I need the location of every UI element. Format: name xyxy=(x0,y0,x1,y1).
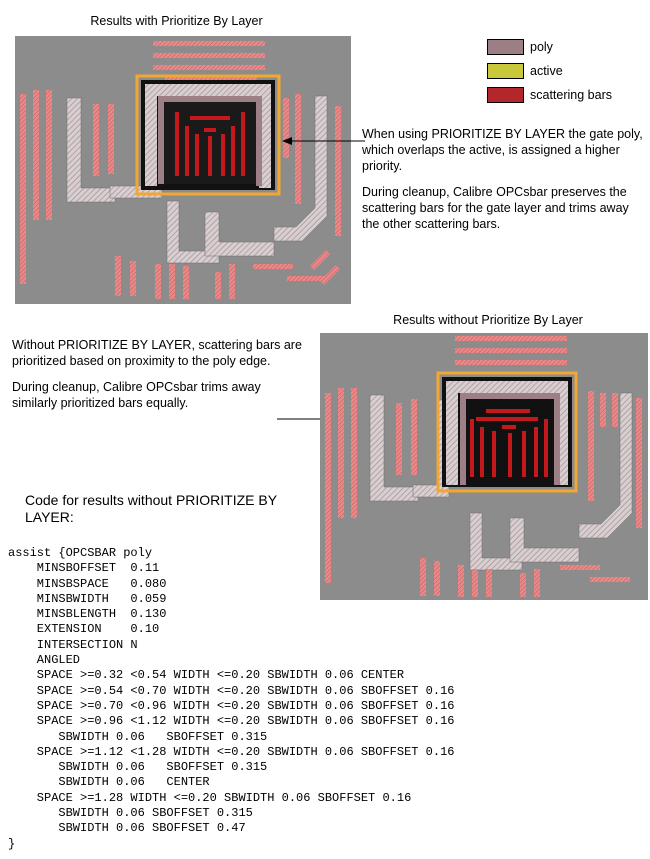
layout-image-without-prioritize xyxy=(320,333,648,600)
note-with-prioritize: When using PRIORITIZE BY LAYER the gate … xyxy=(362,126,647,232)
note-with-p1: When using PRIORITIZE BY LAYER the gate … xyxy=(362,127,643,173)
top-caption: Results with Prioritize By Layer xyxy=(90,14,263,28)
layout-image-with-prioritize xyxy=(15,36,351,304)
bottom-caption: Results without Prioritize By Layer xyxy=(393,313,583,327)
active-swatch-icon xyxy=(487,63,524,79)
legend-item-active: active xyxy=(487,61,563,81)
legend-item-scattering-bars: scattering bars xyxy=(487,85,612,105)
legend-label-poly: poly xyxy=(530,40,553,54)
code-heading: Code for results without PRIORITIZE BY L… xyxy=(25,492,277,525)
poly-swatch-icon xyxy=(487,39,524,55)
legend-label-active: active xyxy=(530,64,563,78)
note-without-p1: Without PRIORITIZE BY LAYER, scattering … xyxy=(12,338,302,368)
legend-item-poly: poly xyxy=(487,37,553,57)
callout-arrow-top-icon xyxy=(282,137,365,145)
code-block: assist {OPCSBAR poly MINSBOFFSET 0.11 MI… xyxy=(8,546,455,851)
scattering-bars-swatch-icon xyxy=(487,87,524,103)
note-without-p2: During cleanup, Calibre OPCsbar trims aw… xyxy=(12,380,261,410)
legend-label-scattering-bars: scattering bars xyxy=(530,88,612,102)
note-without-prioritize: Without PRIORITIZE BY LAYER, scattering … xyxy=(12,337,302,411)
note-with-p2: During cleanup, Calibre OPCsbar preserve… xyxy=(362,185,629,231)
